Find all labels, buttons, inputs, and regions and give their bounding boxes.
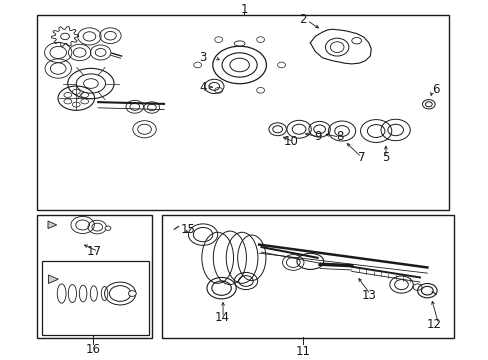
Text: 12: 12 [427, 319, 441, 332]
Text: 3: 3 [199, 51, 206, 64]
Text: 2: 2 [299, 13, 306, 26]
Text: 11: 11 [295, 345, 310, 358]
Bar [42, 261, 149, 334]
Text: 9: 9 [313, 130, 321, 143]
Circle shape [412, 284, 421, 290]
Text: 16: 16 [86, 343, 101, 356]
Circle shape [214, 87, 222, 93]
Polygon shape [48, 221, 57, 229]
Circle shape [105, 226, 111, 230]
Text: 4: 4 [199, 81, 206, 94]
Text: 7: 7 [357, 150, 365, 163]
Text: 14: 14 [215, 311, 229, 324]
Polygon shape [48, 275, 58, 284]
Text: 13: 13 [361, 289, 375, 302]
Text: 10: 10 [283, 135, 298, 148]
Text: 6: 6 [431, 84, 439, 96]
Text: 1: 1 [240, 3, 248, 16]
Circle shape [214, 37, 222, 42]
Bar [161, 215, 453, 338]
Text: 17: 17 [87, 245, 102, 258]
Circle shape [256, 87, 264, 93]
Circle shape [256, 37, 264, 42]
Text: 8: 8 [335, 130, 343, 143]
Text: 15: 15 [181, 224, 196, 237]
Circle shape [277, 62, 285, 68]
Circle shape [193, 62, 201, 68]
Circle shape [128, 291, 136, 296]
Bar [37, 15, 448, 210]
Text: 5: 5 [382, 150, 389, 163]
Bar [37, 215, 152, 338]
